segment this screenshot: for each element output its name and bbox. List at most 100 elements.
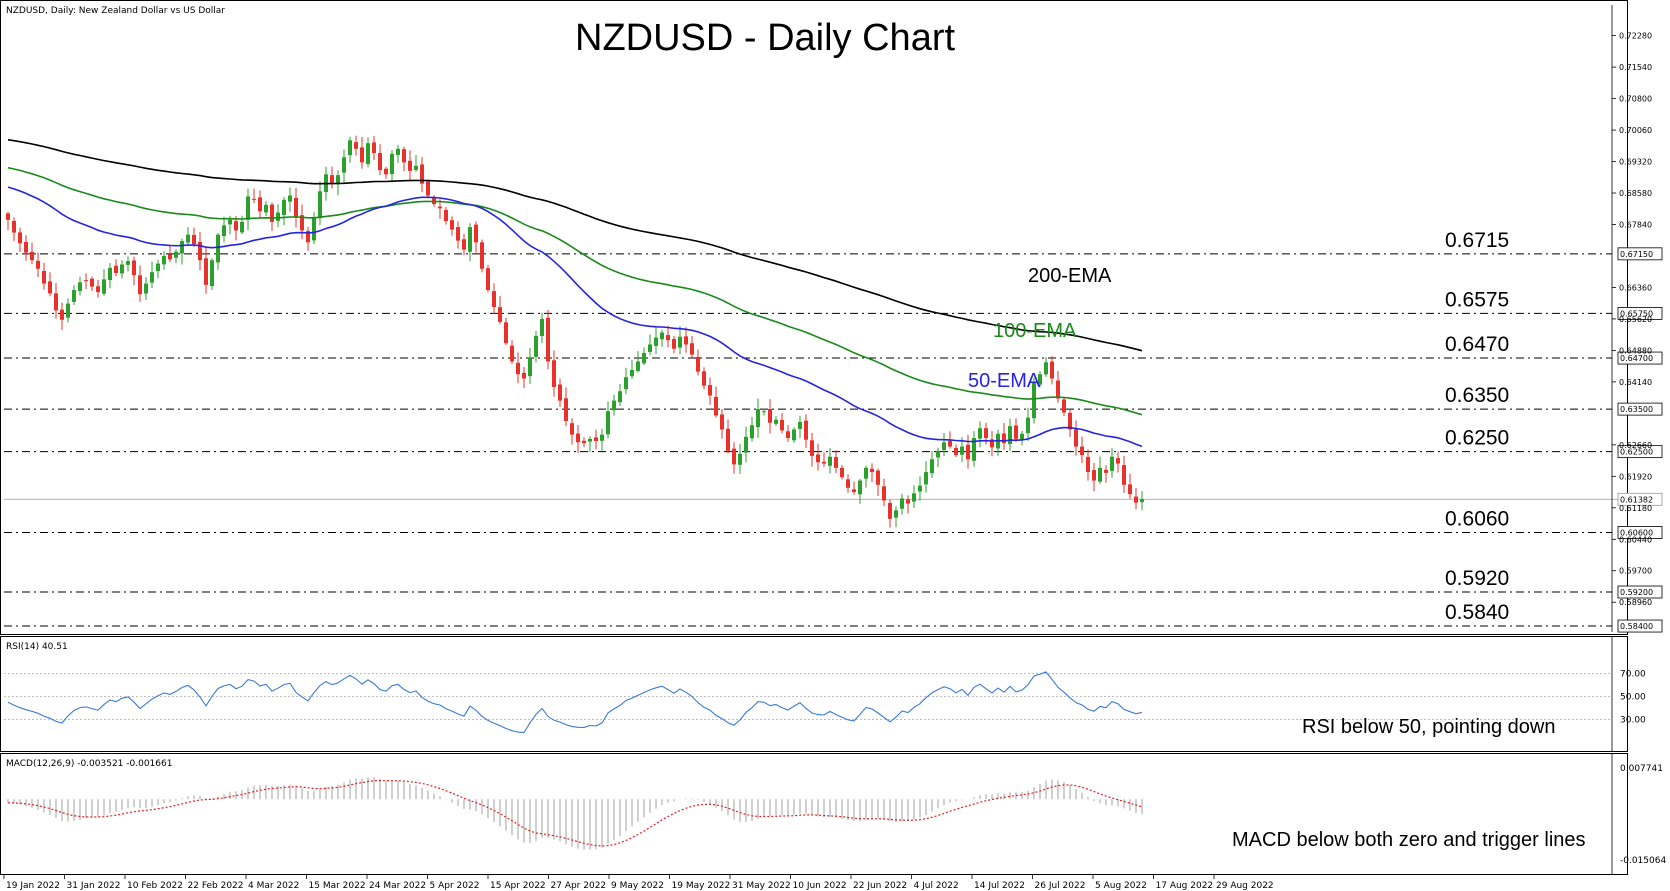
candle-body bbox=[354, 142, 358, 149]
candle-body bbox=[1122, 465, 1126, 485]
candle-body bbox=[528, 357, 532, 377]
candle-body bbox=[162, 255, 166, 265]
candle-body bbox=[294, 197, 298, 218]
macd-signal-line bbox=[7, 779, 1143, 847]
candle-body bbox=[1104, 469, 1108, 473]
candle-body bbox=[570, 423, 574, 435]
candle-body bbox=[672, 338, 676, 349]
rsi-note: RSI below 50, pointing down bbox=[1302, 716, 1556, 738]
candle-body bbox=[744, 436, 748, 453]
candle-body bbox=[918, 485, 922, 492]
candle-body bbox=[306, 230, 310, 243]
date-tick-label: 31 May 2022 bbox=[732, 881, 791, 891]
candle-body bbox=[1092, 470, 1096, 481]
candle-body bbox=[468, 227, 472, 252]
candle-body bbox=[774, 419, 778, 424]
ema100-line bbox=[7, 166, 1143, 416]
ema50-label: 50-EMA bbox=[968, 370, 1041, 392]
candle-body bbox=[258, 197, 262, 212]
candle-body bbox=[948, 440, 952, 447]
candle-body bbox=[714, 396, 718, 416]
candle-body bbox=[720, 414, 724, 430]
candle-body bbox=[348, 140, 352, 156]
candle-body bbox=[906, 499, 910, 504]
candle-body bbox=[624, 377, 628, 390]
support-resistance-levels: 0.67150.671500.65750.657500.64700.647000… bbox=[4, 229, 1663, 633]
price-axis: 0.72280 0.71540 0.70800 0.70060 0.69320 0.685… bbox=[1611, 5, 1652, 632]
candle-body bbox=[150, 272, 154, 283]
candle-body bbox=[126, 261, 130, 265]
date-tick-label: 5 Apr 2022 bbox=[430, 881, 480, 891]
candle-body bbox=[390, 153, 394, 175]
candle-body bbox=[156, 263, 160, 272]
candle-body bbox=[960, 446, 964, 455]
candle-body bbox=[888, 502, 892, 519]
level-price-box bbox=[1617, 306, 1663, 320]
price-tick-label: 0.61920 bbox=[1619, 472, 1652, 481]
current-price-box bbox=[1617, 492, 1663, 506]
candle-body bbox=[1008, 426, 1012, 445]
candle-body bbox=[762, 411, 766, 413]
macd-indicator: 0.007741 -0.015064 bbox=[7, 754, 1666, 874]
candle-body bbox=[102, 279, 106, 294]
candle-body bbox=[48, 281, 52, 294]
candle-body bbox=[246, 196, 250, 220]
price-tick-label: 0.70800 bbox=[1619, 95, 1652, 104]
candle-body bbox=[954, 447, 958, 456]
candle-body bbox=[384, 168, 388, 175]
candle-body bbox=[972, 438, 976, 461]
rsi-tick-label: 70.00 bbox=[1620, 670, 1646, 680]
candle-body bbox=[1140, 499, 1144, 503]
level-price-box bbox=[1617, 585, 1663, 599]
price-tick-label: 0.64140 bbox=[1619, 378, 1652, 387]
candle-body bbox=[300, 215, 304, 231]
candle-body bbox=[594, 437, 598, 442]
level-price-box bbox=[1617, 402, 1663, 416]
date-tick-label: 27 Apr 2022 bbox=[551, 881, 607, 891]
macd-tick-label: 0.007741 bbox=[1620, 764, 1663, 774]
date-tick-label: 15 Apr 2022 bbox=[490, 881, 546, 891]
candle-body bbox=[18, 232, 22, 244]
candle-body bbox=[402, 149, 406, 163]
candle-body bbox=[1050, 361, 1054, 379]
candle-body bbox=[1032, 382, 1036, 419]
date-tick-label: 17 Aug 2022 bbox=[1156, 881, 1214, 891]
level-label: 0.6350 bbox=[1445, 384, 1509, 407]
moving-averages bbox=[7, 139, 1143, 448]
candle-body bbox=[522, 372, 526, 379]
candle-body bbox=[660, 332, 664, 340]
candle-body bbox=[318, 191, 322, 219]
candle-body bbox=[1020, 433, 1024, 441]
candle-body bbox=[588, 438, 592, 442]
candle-body bbox=[1116, 458, 1120, 464]
rsi-panel-frame bbox=[0, 636, 1628, 752]
candle-body bbox=[1080, 446, 1084, 456]
candle-body bbox=[1062, 399, 1066, 413]
date-tick-label: 31 Jan 2022 bbox=[67, 881, 121, 891]
candle-body bbox=[366, 143, 370, 164]
candle-body bbox=[540, 318, 544, 336]
candle-body bbox=[870, 468, 874, 473]
candle-body bbox=[1110, 456, 1114, 471]
candle-body bbox=[846, 479, 850, 488]
candle-body bbox=[408, 160, 412, 171]
candle-body bbox=[738, 453, 742, 465]
candle-body bbox=[72, 290, 76, 302]
level-label: 0.6470 bbox=[1445, 333, 1509, 356]
date-tick-label: 19 Jan 2022 bbox=[6, 881, 60, 891]
candle-body bbox=[780, 419, 784, 431]
date-tick-label: 4 Jul 2022 bbox=[914, 881, 959, 891]
level-label: 0.6250 bbox=[1445, 427, 1509, 450]
candle-body bbox=[186, 234, 190, 243]
candle-body bbox=[1038, 374, 1042, 385]
price-tick-label: 0.71540 bbox=[1619, 63, 1652, 72]
price-tick-label: 0.58960 bbox=[1619, 598, 1652, 607]
price-tick-label: 0.59700 bbox=[1619, 567, 1652, 576]
candle-body bbox=[630, 369, 634, 377]
candle-body bbox=[336, 175, 340, 185]
date-tick-label: 5 Aug 2022 bbox=[1095, 881, 1147, 891]
candle-body bbox=[864, 467, 868, 479]
candle-body bbox=[768, 408, 772, 423]
price-tick-label: 0.72280 bbox=[1619, 32, 1652, 41]
